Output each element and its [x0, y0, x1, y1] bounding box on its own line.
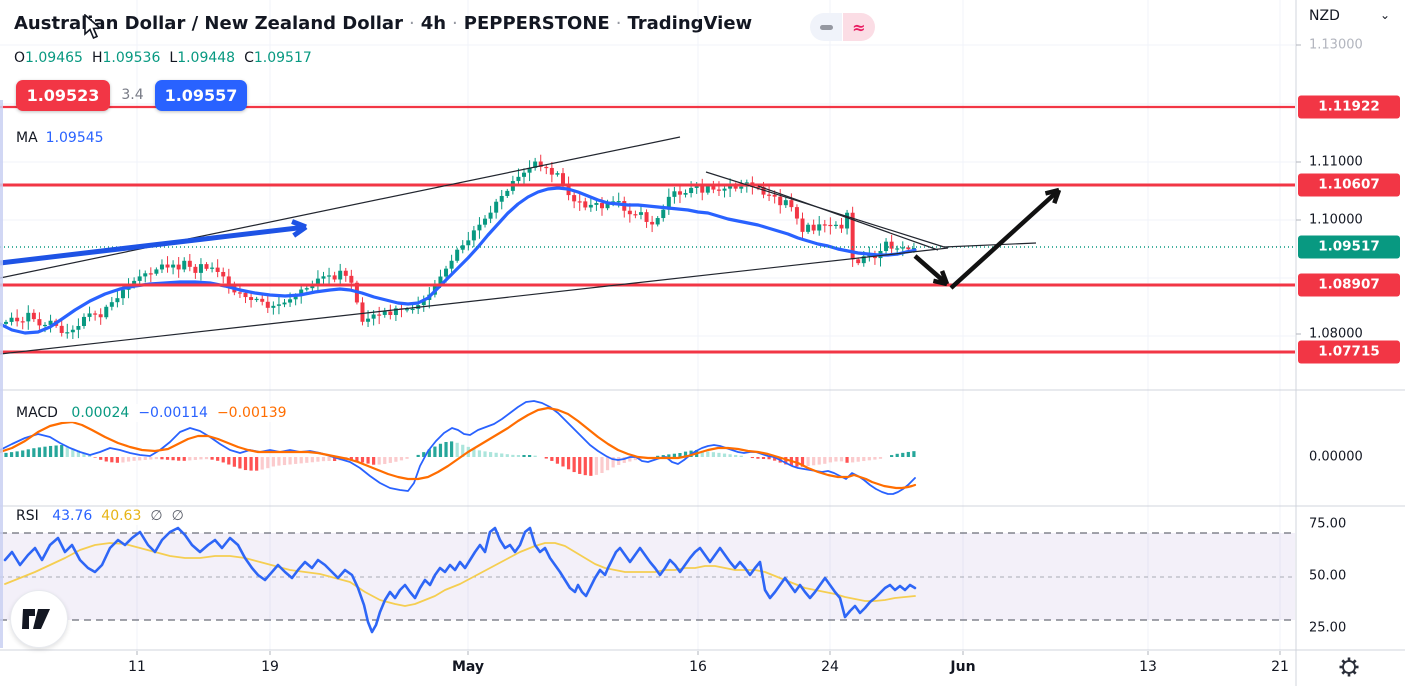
approx-icon: ≈: [852, 17, 866, 37]
ma-value: 1.09545: [45, 130, 104, 146]
ohlc-pair: H1.09536: [92, 50, 160, 66]
time-axis-label: 13: [1139, 659, 1157, 675]
rsi-legend-value: ∅: [150, 508, 163, 524]
ohlc-key: L: [169, 50, 178, 66]
rsi-axis-tick: 50.00: [1309, 568, 1347, 584]
ohlc-pair: O1.09465: [14, 50, 83, 66]
rsi-axis-tick: 75.00: [1309, 516, 1347, 532]
legend-collapse-button[interactable]: [810, 13, 842, 41]
mouse-cursor: [84, 14, 102, 40]
buy-button[interactable]: 1.09557: [155, 80, 247, 111]
rsi-legend[interactable]: RSI 43.76 40.63 ∅ ∅: [12, 507, 188, 525]
price-axis-tick: 1.08000: [1309, 326, 1363, 342]
rsi-legend-value: ∅: [171, 508, 184, 524]
spread-label: 3.4: [121, 87, 144, 103]
price-level-badge: 1.07715: [1298, 340, 1400, 364]
price-axis-tick: 1.13000: [1309, 37, 1363, 53]
ohlc-value: 1.09448: [177, 50, 236, 66]
rsi-axis-tick: 25.00: [1309, 620, 1347, 636]
legend-values-toggle-button[interactable]: ≈: [843, 13, 875, 41]
time-axis-label: May: [451, 659, 485, 675]
price-level-badge: 1.08907: [1298, 273, 1400, 297]
ohlc-key: O: [14, 50, 26, 66]
time-axis-label: 19: [261, 659, 279, 675]
title-separator: ·: [452, 13, 458, 34]
ma-legend[interactable]: MA 1.09545: [16, 130, 104, 146]
symbol-title-row[interactable]: Australian Dollar / New Zealand Dollar · 4…: [14, 13, 752, 34]
macd-legend-value: −0.00114: [138, 405, 208, 421]
gear-icon: [1339, 657, 1359, 677]
interval-label[interactable]: 4h: [420, 13, 447, 34]
ohlc-value: 1.09465: [25, 50, 83, 66]
legend-toolbar: ≈: [810, 13, 875, 41]
left-edge-accent: [0, 100, 3, 648]
macd-label: MACD: [16, 405, 58, 421]
time-axis-label: 24: [821, 659, 839, 675]
ohlc-value: 1.09517: [253, 50, 312, 66]
time-axis-label: 21: [1271, 659, 1289, 675]
tradingview-logo-icon: [22, 609, 50, 629]
settings-button[interactable]: [1336, 654, 1362, 680]
chevron-down-icon[interactable]: ⌄: [1380, 8, 1391, 22]
macd-axis-tick: 0.00000: [1309, 449, 1363, 465]
ohlc-key: H: [91, 50, 103, 66]
price-level-badge: 1.10607: [1298, 173, 1400, 197]
platform-label: TradingView: [627, 13, 753, 34]
rsi-legend-value: 43.76: [52, 508, 93, 524]
symbol-title[interactable]: Australian Dollar / New Zealand Dollar: [14, 13, 403, 34]
rsi-label: RSI: [16, 508, 39, 524]
price-level-badge: 1.11922: [1298, 95, 1400, 119]
time-axis-label: Jun: [950, 659, 976, 675]
time-axis-label: 11: [128, 659, 146, 675]
macd-legend-value: 0.00024: [71, 405, 130, 421]
sell-button[interactable]: 1.09523: [16, 80, 110, 111]
title-separator: ·: [408, 13, 415, 34]
price-axis-tick: 1.11000: [1309, 154, 1363, 170]
exchange-label: PEPPERSTONE: [463, 13, 610, 34]
ma-label: MA: [16, 130, 38, 146]
currency-dropdown[interactable]: NZD: [1309, 8, 1340, 24]
dash-icon: [819, 24, 833, 30]
ohlc-key: C: [244, 50, 254, 66]
ohlc-value: 1.09536: [102, 50, 161, 66]
macd-legend-value: −0.00139: [216, 405, 287, 421]
ohlc-pair: L1.09448: [169, 50, 235, 66]
ohlc-readout: O1.09465 H1.09536 L1.09448 C1.09517: [14, 50, 321, 66]
time-axis-label: 16: [689, 659, 707, 675]
macd-legend[interactable]: MACD 0.00024 −0.00114 −0.00139: [12, 404, 291, 422]
rsi-legend-value: 40.63: [101, 508, 142, 524]
price-axis-tick: 1.10000: [1309, 212, 1363, 228]
tradingview-logo[interactable]: [10, 590, 68, 648]
price-axis[interactable]: NZD ⌄ 1.13000 1.11000 1.10000 1.08000 1.1192…: [1296, 0, 1405, 686]
title-separator: ·: [615, 13, 622, 34]
ohlc-pair: C1.09517: [244, 50, 312, 66]
price-level-badge: 1.09517: [1298, 235, 1400, 259]
